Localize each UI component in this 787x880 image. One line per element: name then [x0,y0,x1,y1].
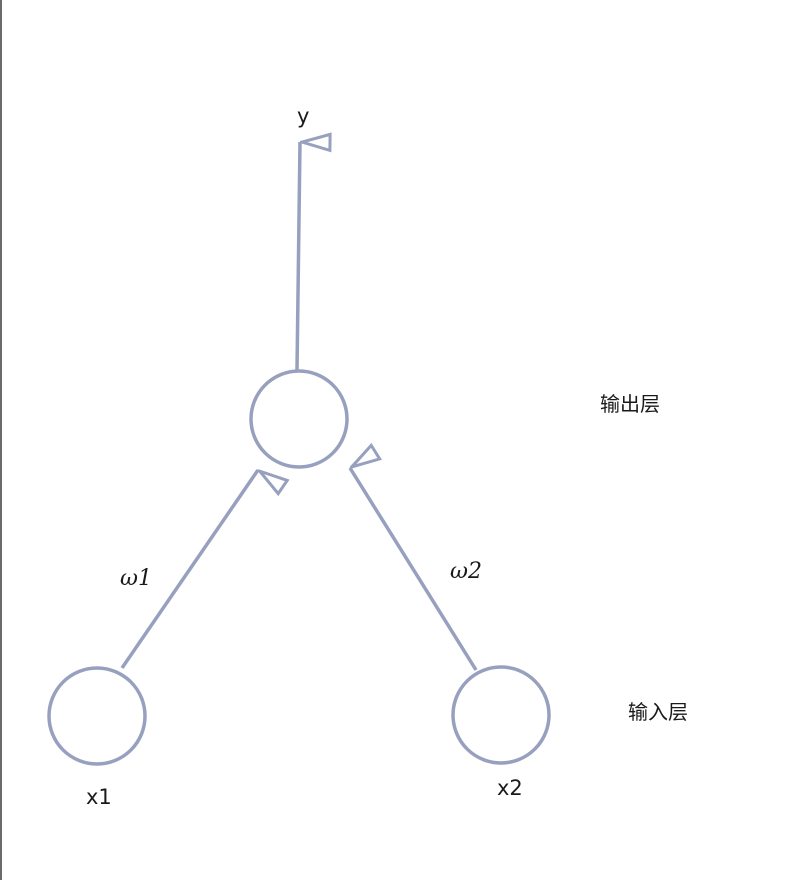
edge-output-to-y [295,142,300,371]
input-x2-label: x2 [497,776,523,800]
weight-w1-label: ω1 [120,566,152,591]
edge-x1-to-output [120,470,258,669]
weight-w2-label: ω2 [450,559,482,584]
input-node-2 [451,665,551,765]
input-layer-label: 输入层 [628,700,688,724]
output-y-label: y [297,104,310,128]
edge-x2-to-output [350,468,478,671]
output-node [249,369,349,469]
input-node-1 [47,666,147,766]
input-x1-label: x1 [86,785,112,809]
output-layer-label: 输出层 [600,392,660,416]
canvas-left-border [0,0,2,880]
